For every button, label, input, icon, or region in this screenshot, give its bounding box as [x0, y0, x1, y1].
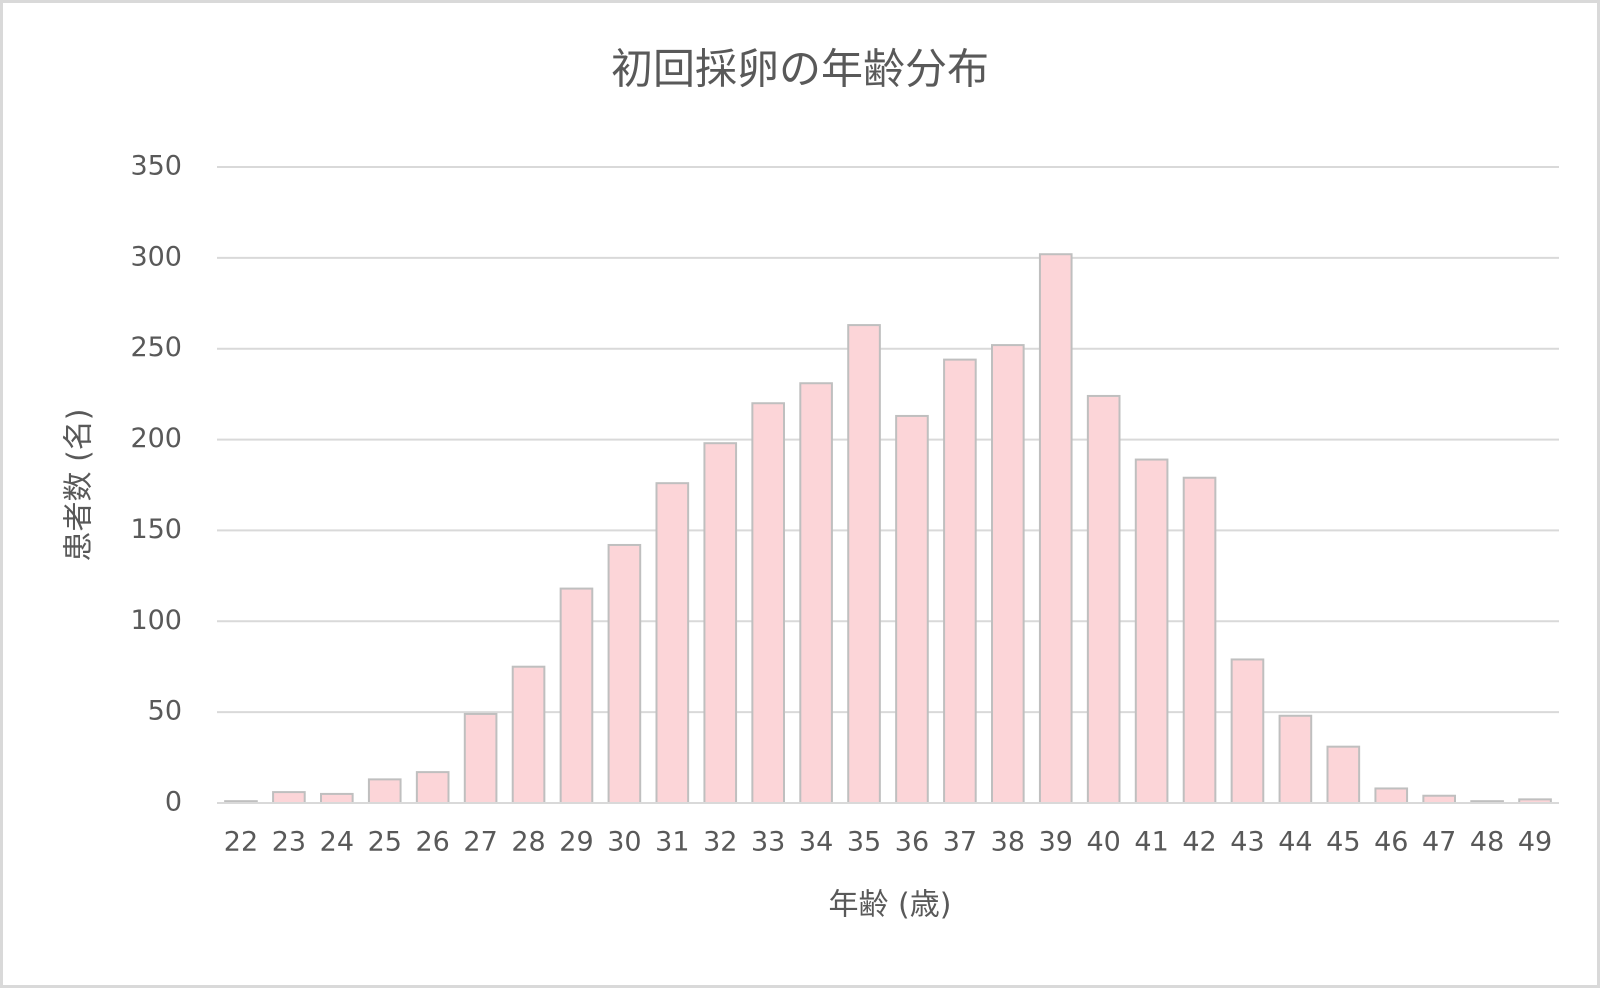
- bar: [1278, 714, 1313, 805]
- x-tick-label: 39: [1039, 827, 1073, 858]
- x-tick-label: 27: [463, 827, 497, 858]
- bar: [415, 771, 450, 805]
- x-tick-label: 31: [655, 827, 689, 858]
- x-tick-label: 42: [1182, 827, 1216, 858]
- y-tick-label: 300: [130, 241, 182, 272]
- x-tick-label: 26: [415, 827, 449, 858]
- y-tick-label: 150: [130, 514, 182, 545]
- y-tick-label: 200: [130, 423, 182, 454]
- x-tick-label: 33: [751, 827, 785, 858]
- x-tick-label: 46: [1374, 827, 1408, 858]
- x-tick-label: 22: [224, 827, 258, 858]
- bar: [847, 324, 881, 804]
- bar: [991, 344, 1025, 804]
- x-tick-label: 49: [1518, 827, 1552, 858]
- x-tick-label: 32: [703, 827, 737, 858]
- x-tick-label: 25: [368, 827, 402, 858]
- bar: [895, 414, 929, 804]
- bar: [1326, 745, 1361, 805]
- bar: [751, 402, 785, 804]
- x-tick-label: 41: [1134, 827, 1168, 858]
- y-tick-label: 350: [130, 151, 182, 182]
- x-tick-label: 24: [320, 827, 354, 858]
- bar: [272, 791, 306, 805]
- bar: [799, 382, 833, 804]
- x-tick-label: 38: [991, 827, 1025, 858]
- y-tick-label: 100: [130, 605, 182, 636]
- y-axis-label: 患者数 (名): [62, 409, 97, 562]
- y-tick-label: 250: [130, 332, 182, 363]
- bar: [703, 442, 738, 804]
- chart-title: 初回採卵の年齢分布: [611, 45, 989, 94]
- x-tick-label: 40: [1086, 827, 1120, 858]
- x-tick-label: 30: [607, 827, 641, 858]
- bar: [1182, 476, 1217, 804]
- x-tick-label: 36: [895, 827, 929, 858]
- x-tick-label: 37: [943, 827, 977, 858]
- bar: [463, 712, 498, 805]
- bar: [1038, 253, 1073, 805]
- bar: [607, 543, 642, 804]
- x-tick-label: 28: [511, 827, 545, 858]
- bar: [1230, 658, 1265, 805]
- x-tick-label: 43: [1230, 827, 1264, 858]
- x-tick-label: 23: [272, 827, 306, 858]
- bar: [655, 482, 690, 804]
- x-tick-label: 29: [559, 827, 593, 858]
- x-tick-label: 47: [1422, 827, 1456, 858]
- bar: [511, 665, 546, 805]
- bar: [367, 778, 402, 804]
- x-axis-label: 年齢 (歳): [829, 888, 952, 923]
- x-tick-label: 35: [847, 827, 881, 858]
- bar: [1422, 794, 1456, 805]
- x-tick-label: 44: [1278, 827, 1312, 858]
- x-tick-label: 45: [1326, 827, 1360, 858]
- bar: [1086, 394, 1121, 804]
- bar: [1374, 787, 1409, 804]
- bar: [320, 792, 354, 805]
- bar: [559, 587, 594, 804]
- y-tick-label: 0: [165, 787, 182, 818]
- y-tick-label: 50: [148, 696, 182, 727]
- bar: [1134, 458, 1169, 804]
- bar: [943, 358, 977, 804]
- x-tick-label: 48: [1470, 827, 1504, 858]
- x-tick-label: 34: [799, 827, 833, 858]
